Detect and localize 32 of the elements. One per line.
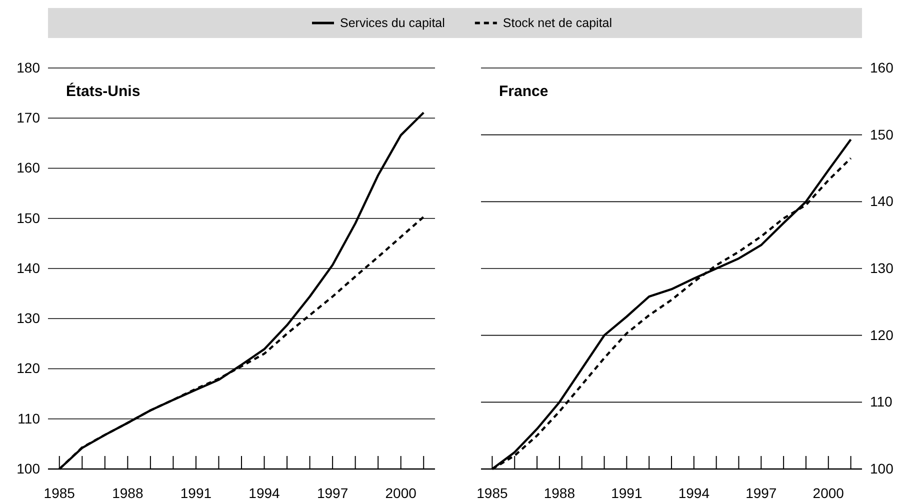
x-tick-label: 1997 [316,484,348,499]
y-tick-label: 120 [16,360,40,376]
y-tick-label: 140 [870,193,894,210]
x-tick-label: 1991 [180,484,212,499]
x-tick-label: 1994 [248,484,280,499]
y-tick-label: 160 [870,59,894,76]
x-tick-label: 2000 [812,484,844,499]
x-tick-label: 1985 [44,484,76,499]
y-tick-label: 110 [870,394,893,410]
y-tick-label: 100 [870,460,894,476]
y-tick-label: 170 [16,110,40,126]
y-tick-label: 150 [16,210,40,226]
y-tick-label: 130 [870,260,894,276]
y-tick-label: 120 [870,326,894,343]
x-tick-label: 1997 [746,484,777,499]
y-tick-label: 180 [16,59,40,76]
y-tick-label: 110 [18,410,40,426]
x-tick-label: 1988 [112,484,144,499]
x-tick-label: 1985 [476,484,508,499]
x-tick-label: 2000 [385,484,417,499]
y-tick-label: 140 [16,260,40,276]
y-tick-label: 130 [16,310,40,326]
text: France [499,83,548,100]
x-tick-label: 1991 [611,484,642,499]
legend-label: Services du capital [340,16,445,30]
x-tick-label: 1994 [678,484,710,499]
text: États-Unis [66,82,140,100]
y-tick-label: 150 [870,126,894,142]
legend-label: Stock net de capital [502,16,612,30]
y-tick-label: 160 [16,160,40,176]
y-tick-label: 100 [16,460,40,476]
x-tick-label: 1988 [544,484,576,499]
